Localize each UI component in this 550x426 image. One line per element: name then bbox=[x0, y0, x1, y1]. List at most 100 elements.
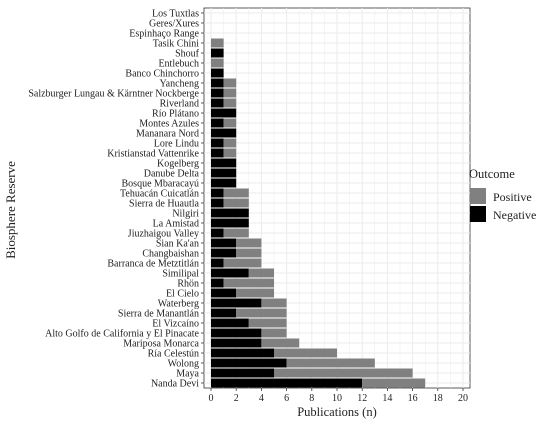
y-tick-label: Kogelberg bbox=[157, 159, 199, 170]
bar-positive bbox=[223, 278, 274, 288]
y-tick-label: Waterberg bbox=[158, 299, 199, 310]
bar-negative bbox=[211, 278, 224, 288]
y-tick-label: Tasik Chini bbox=[153, 39, 199, 50]
bar-positive bbox=[223, 148, 237, 158]
y-tick-label: Similipal bbox=[162, 269, 199, 280]
y-tick-label: Salzburger Lungau & Kärntner Nockberge bbox=[28, 89, 199, 100]
x-tick-label: 10 bbox=[332, 393, 342, 404]
y-tick-label: Nanda Devi bbox=[151, 379, 199, 390]
bars bbox=[211, 38, 426, 388]
bar-positive bbox=[274, 348, 337, 358]
bar-negative bbox=[211, 188, 224, 198]
bar-negative bbox=[211, 358, 287, 368]
bar-negative bbox=[211, 158, 237, 168]
y-tick-label: Barranca de Metztitlán bbox=[107, 259, 199, 270]
bar-positive bbox=[236, 248, 262, 258]
bar-negative bbox=[211, 288, 237, 298]
bar-positive bbox=[248, 318, 287, 328]
bar-positive bbox=[211, 58, 224, 68]
y-tick-label: Maya bbox=[176, 369, 199, 380]
bar-negative bbox=[211, 338, 262, 348]
bar-negative bbox=[211, 68, 224, 78]
bar-negative bbox=[211, 318, 249, 328]
bar-negative bbox=[211, 258, 224, 268]
legend-label-negative: Negative bbox=[493, 208, 536, 222]
y-tick-label: La Amistad bbox=[153, 219, 199, 230]
y-tick-label: Geres/Xures bbox=[149, 19, 199, 30]
bar-positive bbox=[223, 78, 237, 88]
bar-positive bbox=[236, 288, 274, 298]
bar-negative bbox=[211, 168, 237, 178]
x-tick-label: 0 bbox=[209, 393, 214, 404]
bar-positive bbox=[211, 38, 224, 48]
bar-negative bbox=[211, 368, 274, 378]
bar-negative bbox=[211, 248, 237, 258]
bar-negative bbox=[211, 118, 224, 128]
y-tick-label: Espinhaço Range bbox=[129, 29, 199, 40]
bar-negative bbox=[211, 378, 363, 388]
y-tick-label: Mariposa Monarca bbox=[123, 339, 199, 350]
bar-positive bbox=[261, 338, 300, 348]
bar-negative bbox=[211, 88, 224, 98]
x-tick-label: 16 bbox=[408, 393, 418, 404]
legend-title: Outcome bbox=[469, 167, 515, 181]
y-tick-label: Banco Chinchorro bbox=[125, 69, 199, 80]
x-tick-label: 6 bbox=[284, 393, 289, 404]
x-tick-label: 18 bbox=[433, 393, 443, 404]
bar-positive bbox=[223, 98, 237, 108]
y-tick-label: Sierra de Huautla bbox=[129, 199, 200, 210]
legend: Outcome Positive Negative bbox=[469, 167, 536, 222]
x-tick-label: 8 bbox=[309, 393, 314, 404]
x-tick-label: 14 bbox=[382, 393, 392, 404]
bar-positive bbox=[274, 368, 413, 378]
y-tick-label: Changbaishan bbox=[142, 249, 199, 260]
y-tick-label: Montes Azules bbox=[139, 119, 199, 130]
y-tick-label: Tehuacán Cuicatlán bbox=[120, 189, 199, 200]
y-axis-title: Biosphere Reserve bbox=[3, 161, 18, 259]
bar-negative bbox=[211, 238, 237, 248]
legend-swatch-positive bbox=[470, 188, 486, 204]
y-tick-label: Sierra de Manantlán bbox=[118, 309, 199, 320]
bar-negative bbox=[211, 108, 237, 118]
bar-positive bbox=[223, 258, 262, 268]
y-tick-label: Entlebuch bbox=[158, 59, 199, 70]
y-tick-label: Yancheng bbox=[159, 79, 199, 90]
y-tick-label: Rhön bbox=[177, 279, 199, 290]
y-tick-label: Ría Celestún bbox=[148, 349, 199, 360]
y-tick-label: Sian Ka'an bbox=[156, 239, 199, 250]
bar-positive bbox=[236, 238, 262, 248]
y-tick-label: Mananara Nord bbox=[136, 129, 199, 140]
bar-negative bbox=[211, 308, 237, 318]
y-tick-label: El Vizcaíno bbox=[152, 319, 199, 330]
bar-positive bbox=[223, 188, 249, 198]
y-tick-label: Bosque Mbaracayú bbox=[122, 179, 199, 190]
y-tick-label: Danube Delta bbox=[144, 169, 200, 180]
y-tick-label: Kristianstad Vattenrike bbox=[107, 149, 199, 160]
bar-positive bbox=[261, 298, 287, 308]
bar-positive bbox=[223, 228, 249, 238]
bar-positive bbox=[261, 328, 287, 338]
y-tick-label: Jiuzhaigou Valley bbox=[128, 229, 199, 240]
y-tick-label: Shouf bbox=[175, 49, 200, 60]
y-tick-label: Riverland bbox=[160, 99, 199, 110]
bar-positive bbox=[362, 378, 426, 388]
bar-negative bbox=[211, 148, 224, 158]
bar-negative bbox=[211, 328, 262, 338]
legend-label-positive: Positive bbox=[493, 190, 532, 204]
y-tick-label: Nilgiri bbox=[172, 209, 199, 220]
bar-negative bbox=[211, 178, 237, 188]
y-tick-label: Los Tuxtlas bbox=[152, 9, 199, 20]
x-tick-label: 12 bbox=[357, 393, 367, 404]
bar-negative bbox=[211, 78, 224, 88]
x-tick-label: 20 bbox=[458, 393, 468, 404]
bar-positive bbox=[223, 138, 237, 148]
y-tick-label: Alto Golfo de California y El Pinacate bbox=[45, 329, 199, 340]
bar-positive bbox=[223, 88, 237, 98]
bar-negative bbox=[211, 48, 224, 58]
bar-negative bbox=[211, 268, 249, 278]
bar-negative bbox=[211, 228, 224, 238]
bar-negative bbox=[211, 348, 274, 358]
bar-negative bbox=[211, 198, 224, 208]
